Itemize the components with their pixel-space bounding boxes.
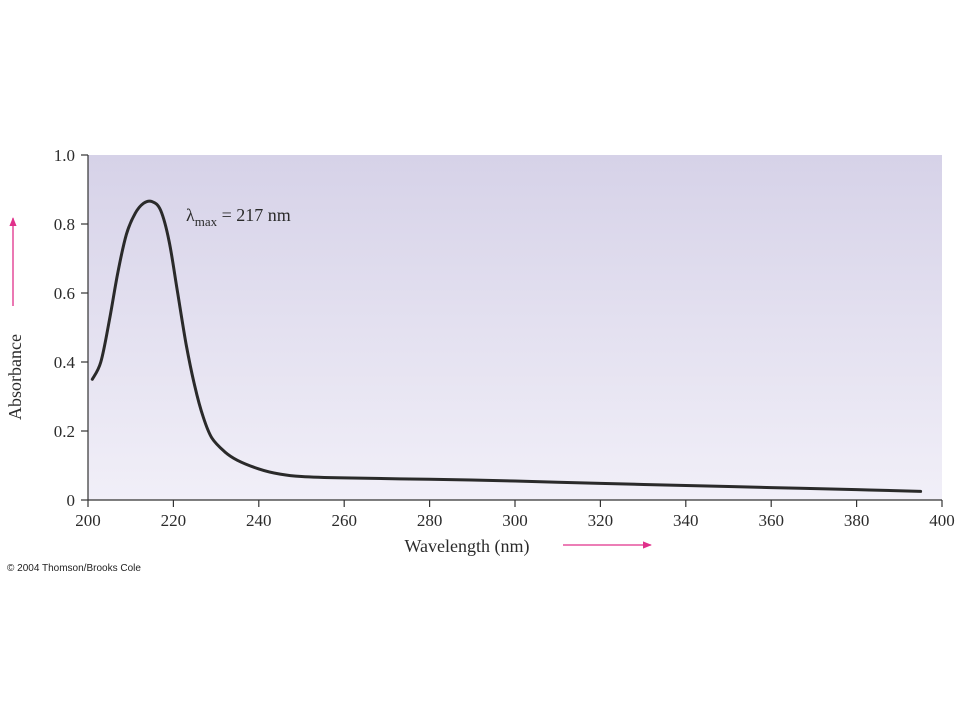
y-ticks: 0 0.2 0.4 0.6 0.8 1.0: [54, 146, 88, 510]
y-tick-label: 0.4: [54, 353, 76, 372]
y-tick-label: 0.2: [54, 422, 75, 441]
lambda-symbol: λ: [186, 205, 195, 225]
y-tick-label: 0.8: [54, 215, 75, 234]
copyright-notice: © 2004 Thomson/Brooks Cole: [7, 563, 141, 574]
x-tick-label: 400: [929, 511, 955, 530]
plot-area: [88, 155, 942, 500]
x-tick-label: 300: [502, 511, 528, 530]
lambda-value: = 217 nm: [217, 205, 291, 225]
lambda-subscript: max: [195, 214, 218, 229]
x-tick-label: 380: [844, 511, 870, 530]
y-tick-label: 0.6: [54, 284, 75, 303]
y-axis-title: Absorbance: [5, 334, 25, 420]
y-tick-label: 1.0: [54, 146, 75, 165]
x-tick-label: 260: [331, 511, 357, 530]
y-tick-label: 0: [67, 491, 76, 510]
x-ticks: 200 220 240 260 280 300 320 340 360 380 400: [75, 500, 955, 530]
x-tick-label: 220: [161, 511, 187, 530]
x-tick-label: 340: [673, 511, 699, 530]
lambda-max-annotation: λmax = 217 nm: [186, 205, 291, 229]
x-tick-label: 280: [417, 511, 443, 530]
x-tick-label: 200: [75, 511, 101, 530]
x-tick-label: 240: [246, 511, 272, 530]
x-tick-label: 320: [588, 511, 614, 530]
x-tick-label: 360: [758, 511, 784, 530]
x-axis-title: Wavelength (nm): [404, 536, 529, 557]
spectrum-line: [90, 199, 923, 493]
